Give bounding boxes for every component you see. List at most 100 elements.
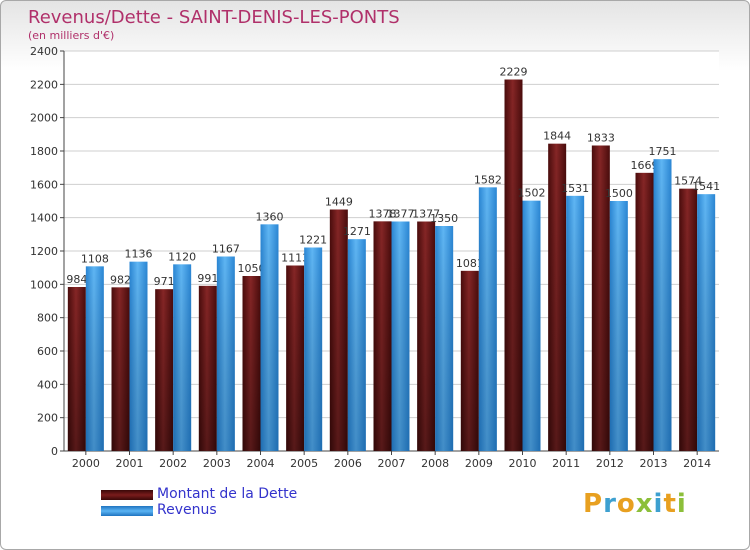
- x-tick-label: 2001: [116, 457, 144, 470]
- data-label-revenus: 1377: [387, 208, 415, 221]
- bar-dette-shade: [460, 270, 479, 451]
- bar-dette-shade: [548, 143, 567, 451]
- logo-letter: P: [583, 489, 604, 519]
- proxiti-logo: Proxiti: [583, 489, 687, 519]
- y-tick-label: 600: [37, 345, 58, 358]
- bar-dette-shade: [286, 265, 305, 451]
- bar-revenus-shade: [173, 264, 192, 451]
- bar-dette-shade: [329, 209, 348, 451]
- chart-title: Revenus/Dette - SAINT-DENIS-LES-PONTS: [28, 7, 400, 28]
- bar-revenus-shade: [566, 195, 585, 451]
- data-label-dette: 1833: [587, 132, 615, 145]
- bar-dette-shade: [679, 188, 698, 451]
- y-tick-label: 400: [37, 378, 58, 391]
- x-tick-label: 2012: [596, 457, 624, 470]
- data-label-dette: 1377: [412, 208, 440, 221]
- x-tick-label: 2006: [334, 457, 362, 470]
- y-tick-label: 800: [37, 312, 58, 325]
- y-tick-label: 1200: [30, 245, 58, 258]
- x-tick-label: 2011: [552, 457, 580, 470]
- data-label-dette: 1574: [674, 175, 702, 188]
- data-label-dette: 1050: [238, 262, 266, 275]
- legend-swatch-dette: [101, 490, 153, 500]
- data-label-revenus: 1108: [81, 252, 109, 265]
- x-tick-label: 2004: [247, 457, 275, 470]
- data-label-dette: 971: [154, 275, 175, 288]
- x-tick-label: 2007: [378, 457, 406, 470]
- data-label-revenus: 1136: [125, 248, 153, 261]
- data-label-revenus: 1167: [212, 243, 240, 256]
- data-label-revenus: 1541: [692, 180, 720, 193]
- data-label-revenus: 1502: [518, 187, 546, 200]
- data-label-revenus: 1120: [168, 250, 196, 263]
- y-tick-label: 2000: [30, 112, 58, 125]
- bar-revenus-shade: [697, 194, 716, 451]
- bar-dette-shade: [242, 276, 261, 451]
- bar-dette-shade: [111, 287, 130, 451]
- x-tick-label: 2013: [640, 457, 668, 470]
- data-label-dette: 1378: [369, 207, 397, 220]
- logo-letter: i: [676, 489, 687, 519]
- y-tick-label: 0: [51, 445, 58, 458]
- bar-revenus-shade: [260, 224, 279, 451]
- bar-dette-shade: [635, 172, 654, 452]
- chart-subtitle: (en milliers d'€): [28, 29, 115, 42]
- legend-swatch-revenus: [101, 506, 153, 516]
- logo-letter: x: [635, 489, 654, 519]
- x-tick-label: 2000: [72, 457, 100, 470]
- bar-revenus-shade: [391, 221, 410, 451]
- y-tick-label: 2200: [30, 78, 58, 91]
- bar-revenus-shade: [435, 226, 454, 451]
- data-label-dette: 2229: [500, 66, 528, 79]
- data-label-dette: 1081: [456, 257, 484, 270]
- data-label-revenus: 1500: [605, 187, 633, 200]
- logo-letter: i: [653, 489, 664, 519]
- data-label-dette: 1113: [281, 252, 309, 265]
- bar-dette-shade: [67, 287, 86, 451]
- data-label-dette: 1669: [631, 159, 659, 172]
- data-label-dette: 982: [110, 273, 131, 286]
- bar-revenus-shade: [478, 187, 497, 452]
- logo-letter: r: [603, 489, 617, 519]
- bar-revenus-shade: [85, 266, 104, 451]
- logo-letter: o: [616, 489, 636, 519]
- y-tick-label: 200: [37, 412, 58, 425]
- bar-revenus-shade: [129, 261, 148, 451]
- y-tick-label: 1800: [30, 145, 58, 158]
- bar-dette-shade: [198, 285, 217, 451]
- x-tick-label: 2002: [159, 457, 187, 470]
- bar-dette-shade: [591, 145, 610, 451]
- x-tick-label: 2008: [421, 457, 449, 470]
- x-tick-label: 2009: [465, 457, 493, 470]
- data-label-revenus: 1271: [343, 225, 371, 238]
- bar-revenus-shade: [216, 256, 235, 451]
- data-label-revenus: 1350: [430, 212, 458, 225]
- legend-label-dette: Montant de la Dette: [157, 486, 298, 502]
- bar-revenus-shade: [653, 159, 672, 451]
- data-label-revenus: 1531: [561, 182, 589, 195]
- bar-revenus-shade: [304, 247, 323, 451]
- bar-dette-shade: [417, 221, 436, 451]
- bar-revenus-shade: [347, 239, 366, 451]
- data-label-revenus: 1751: [649, 145, 677, 158]
- data-label-dette: 1844: [543, 130, 571, 143]
- y-tick-label: 1400: [30, 212, 58, 225]
- x-tick-label: 2014: [683, 457, 711, 470]
- x-tick-label: 2003: [203, 457, 231, 470]
- legend-label-revenus: Revenus: [157, 502, 217, 518]
- bar-dette-shade: [373, 221, 392, 451]
- data-label-revenus: 1582: [474, 173, 502, 186]
- bar-dette-shade: [155, 289, 174, 451]
- bar-dette-shade: [504, 79, 523, 451]
- y-tick-label: 1600: [30, 178, 58, 191]
- bar-revenus-shade: [609, 201, 628, 451]
- x-tick-label: 2010: [509, 457, 537, 470]
- data-label-dette: 1449: [325, 196, 353, 209]
- bar-revenus-shade: [522, 200, 541, 451]
- y-tick-label: 2400: [30, 45, 58, 58]
- logo-letter: t: [663, 489, 677, 519]
- data-label-dette: 984: [66, 273, 87, 286]
- data-label-dette: 991: [197, 272, 218, 285]
